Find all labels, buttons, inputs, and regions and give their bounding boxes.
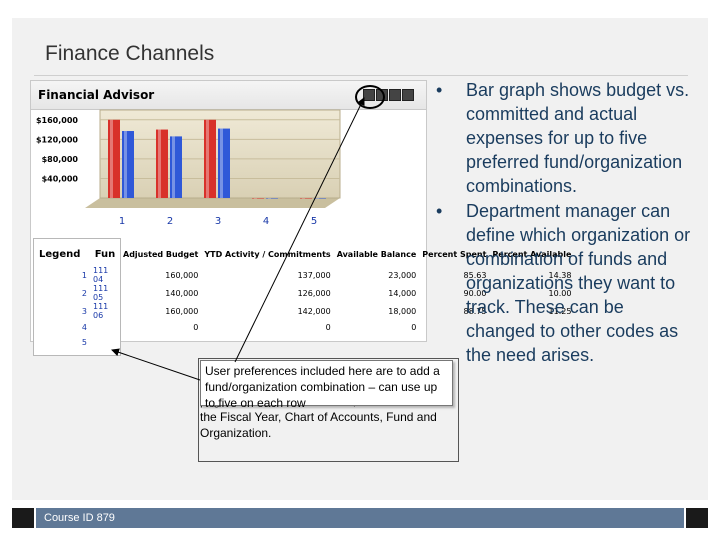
header-ytd-activity: YTD Activity / Commitments [204, 249, 331, 259]
chart-bar [218, 128, 230, 198]
bullet-list: • Bar graph shows budget vs. committed a… [436, 78, 696, 368]
chart-bar [156, 129, 168, 198]
row-budget: 140,000 [165, 288, 199, 298]
row-percent-spent: 90.00 [463, 288, 487, 298]
bullet-dot-icon: • [436, 80, 443, 100]
row-available: 0 [411, 323, 417, 332]
bullet-text: Bar graph shows budget vs. committed and… [466, 80, 690, 196]
chart-bar-highlight [268, 198, 271, 199]
row-ytd: 142,000 [297, 306, 331, 316]
row-budget [120, 335, 201, 350]
row-percent-spent: 85.63 [463, 270, 487, 280]
y-tick-label: $120,000 [36, 135, 78, 144]
chart-bar [300, 198, 312, 199]
chart-bar-highlight [172, 136, 175, 198]
row-fund [90, 320, 120, 335]
y-tick-label: $40,000 [42, 174, 79, 183]
row-budget: 160,000 [165, 306, 199, 316]
slide-title: Finance Channels [45, 42, 215, 65]
budget-bar-chart: $160,000 $120,000 $80,000 $40,000 1 2 3 4 5 [36, 109, 341, 227]
row-fund: 111 06 [93, 302, 109, 320]
footer-course-id: Course ID 879 [44, 512, 115, 524]
y-tick-label: $160,000 [36, 116, 78, 125]
header-available-balance: Available Balance [336, 249, 417, 259]
x-tick-label: 3 [215, 216, 221, 227]
footer-left-block [12, 508, 34, 528]
chart-bar [266, 198, 278, 199]
x-tick-label: 5 [311, 216, 317, 227]
row-available: 18,000 [388, 306, 417, 316]
footer-right-block [686, 508, 708, 528]
bullet-item: • Bar graph shows budget vs. committed a… [436, 78, 696, 198]
row-budget: 160,000 [165, 270, 199, 280]
table-row: 5 [36, 335, 574, 350]
chart-bar-highlight [220, 128, 223, 198]
x-tick-label: 4 [263, 216, 269, 227]
menu-icon[interactable] [389, 89, 401, 101]
row-available [334, 335, 420, 350]
row-percent-available: 14.38 [548, 270, 572, 280]
legend-box [33, 238, 121, 356]
chart-bar [204, 119, 216, 198]
x-tick-label: 2 [167, 216, 173, 227]
chart-bar-highlight [110, 119, 113, 198]
chart-bar-highlight [206, 119, 209, 198]
title-divider [34, 75, 688, 76]
header-percent-available: Percent Available [492, 249, 572, 259]
bullet-dot-icon: • [436, 201, 443, 221]
chart-bar-highlight [254, 198, 257, 199]
header-percent-spent: Percent Spent [422, 249, 487, 259]
bullet-text: Department manager can define which orga… [466, 201, 691, 365]
row-fund: 111 04 [93, 266, 109, 284]
row-index: 3 [81, 306, 87, 316]
row-index: 4 [81, 323, 87, 332]
row-index: 1 [81, 270, 87, 280]
chart-floor [85, 198, 340, 208]
row-fund: 111 05 [93, 284, 109, 302]
row-available: 23,000 [388, 270, 417, 280]
y-tick-label: $80,000 [42, 155, 79, 164]
chart-bar [122, 131, 134, 198]
chart-bar-highlight [158, 129, 161, 198]
chart-bar [170, 136, 182, 198]
row-available: 14,000 [388, 288, 417, 298]
row-budget: 0 [193, 323, 199, 332]
row-index: 5 [81, 338, 87, 347]
widget-title: Financial Advisor [38, 88, 155, 102]
chart-bar [108, 119, 120, 198]
preferences-highlight-ring [355, 85, 385, 109]
row-percent-available: 11.25 [548, 306, 572, 316]
chart-bar [252, 198, 264, 199]
header-fund: Fun [94, 248, 116, 260]
row-ytd: 137,000 [297, 270, 331, 280]
close-icon[interactable] [402, 89, 414, 101]
bullet-item: • Department manager can define which or… [436, 199, 696, 367]
row-percent-available: 10.00 [548, 288, 572, 298]
row-fund [90, 335, 120, 350]
footer-bar [36, 508, 684, 528]
header-legend: Legend [39, 248, 81, 260]
row-ytd: 0 [325, 323, 331, 332]
chart-bar-highlight [302, 198, 305, 199]
row-percent-spent: 88.75 [463, 306, 487, 316]
row-index: 2 [81, 288, 87, 298]
row-ytd: 126,000 [297, 288, 331, 298]
callout-front-text: User preferences included here are to ad… [200, 360, 453, 410]
header-adjusted-budget: Adjusted Budget [123, 249, 199, 259]
chart-bar-highlight [124, 131, 127, 198]
chart-bar-highlight [316, 198, 319, 199]
chart-bar [314, 198, 326, 199]
x-tick-label: 1 [119, 216, 125, 227]
row-ytd [201, 335, 333, 350]
